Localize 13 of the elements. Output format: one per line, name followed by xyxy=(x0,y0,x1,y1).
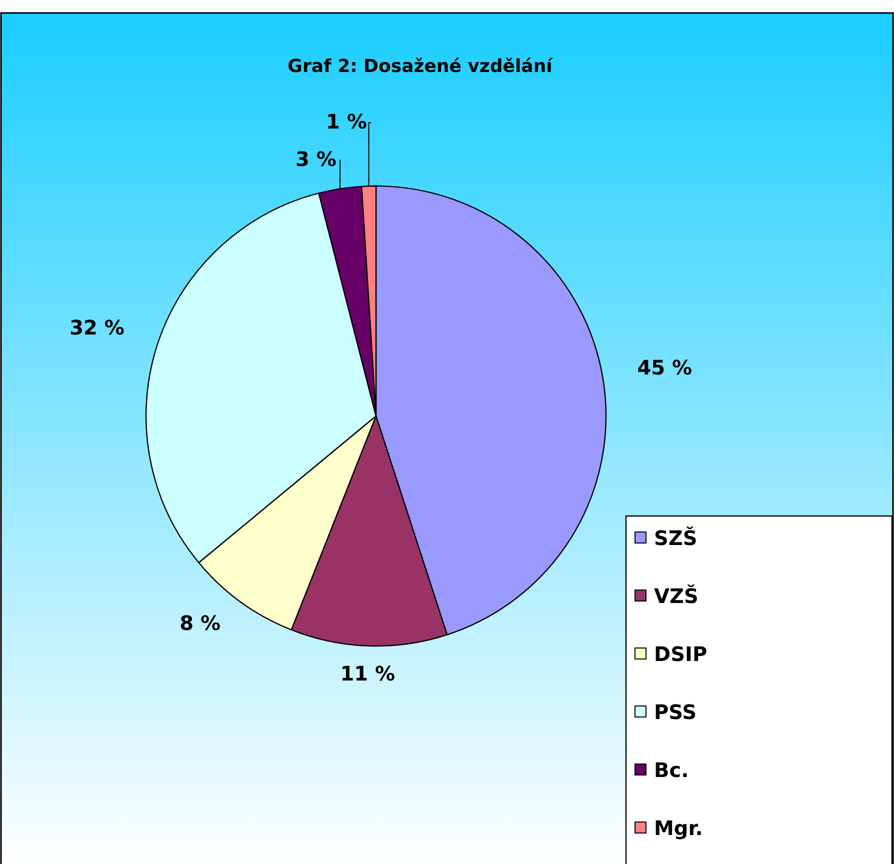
legend-label: SZŠ xyxy=(654,526,698,550)
legend-label: Mgr. xyxy=(654,816,703,840)
data-label: 11 % xyxy=(340,661,396,686)
legend-label: PSS xyxy=(654,700,697,724)
data-label: 1 % xyxy=(326,110,367,134)
data-label: 8 % xyxy=(180,610,221,635)
data-label: 32 % xyxy=(70,315,124,340)
legend-label: DSIP xyxy=(654,642,708,666)
chart-title: Graf 2: Dosažené vzdělání xyxy=(288,56,554,77)
legend-label: Bc. xyxy=(654,758,689,782)
data-label: 45 % xyxy=(637,356,692,380)
legend-label: VZŠ xyxy=(654,584,698,608)
data-label: 3 % xyxy=(296,147,336,172)
